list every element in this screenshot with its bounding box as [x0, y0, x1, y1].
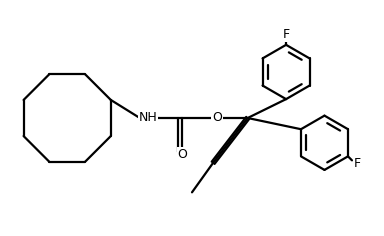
Text: F: F [353, 157, 361, 170]
Text: O: O [212, 111, 222, 125]
Text: NH: NH [139, 111, 157, 125]
Text: F: F [283, 28, 290, 41]
Text: O: O [177, 148, 187, 161]
